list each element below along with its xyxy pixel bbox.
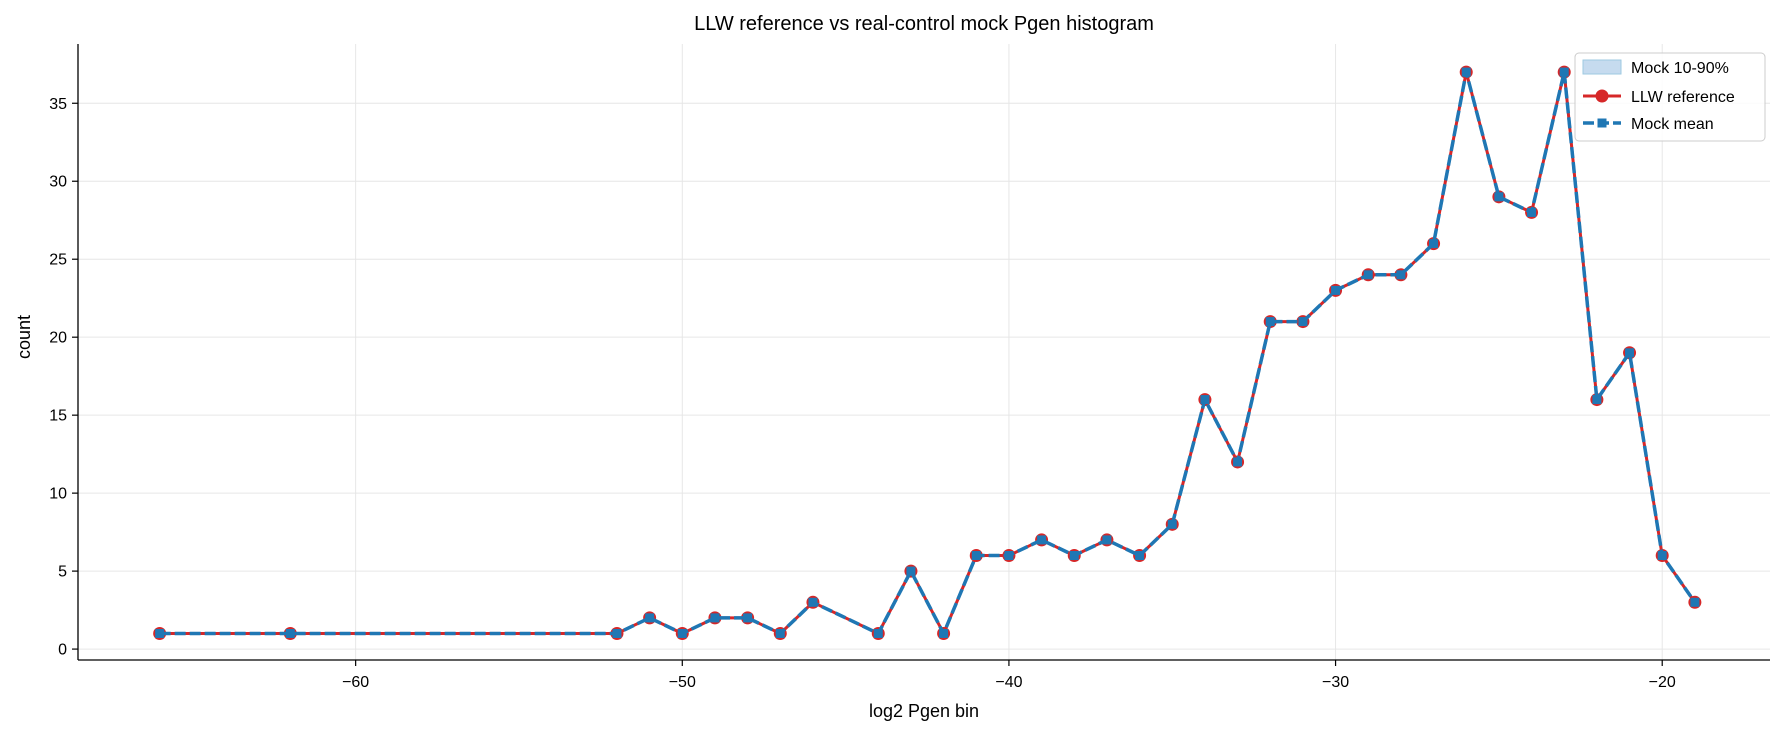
- series-layer: [153, 65, 1702, 640]
- legend-label-mock: Mock mean: [1631, 116, 1714, 133]
- chart-title: LLW reference vs real-control mock Pgen …: [694, 13, 1154, 35]
- mock-mean-point: [1200, 395, 1210, 405]
- y-tick-label: 25: [49, 252, 67, 269]
- mock-mean-point: [155, 628, 165, 638]
- y-axis-label: count: [14, 315, 34, 359]
- llw-reference-line: [159, 70, 1697, 635]
- x-tick-label: −60: [342, 674, 369, 691]
- mock-mean-point: [1004, 551, 1014, 561]
- legend: Mock 10-90% LLW reference Mock mean: [1574, 52, 1766, 142]
- mock-mean-point: [1102, 535, 1112, 545]
- y-tick-label: 20: [49, 330, 67, 347]
- mock-mean-point: [1494, 192, 1504, 202]
- mock-mean-point: [1429, 239, 1439, 249]
- mock-mean-point: [743, 613, 753, 623]
- legend-mock-marker: [1597, 118, 1607, 128]
- mock-mean-point: [1657, 551, 1667, 561]
- legend-band-swatch: [1582, 59, 1622, 75]
- y-tick-label: 5: [58, 564, 67, 581]
- y-tick-label: 35: [49, 96, 67, 113]
- x-tick-label: −50: [669, 674, 696, 691]
- x-tick-label: −20: [1649, 674, 1676, 691]
- mock-mean-point: [1527, 207, 1537, 217]
- legend-box: [1574, 52, 1766, 142]
- grid: [78, 44, 1770, 660]
- mock-mean-point: [1396, 270, 1406, 280]
- mock-mean-point: [873, 628, 883, 638]
- mock-mean-point: [1331, 285, 1341, 295]
- mock-mean-point: [906, 566, 916, 576]
- mock-band: [159, 72, 1695, 634]
- y-tick-label: 30: [49, 174, 67, 191]
- legend-label-band: Mock 10-90%: [1631, 60, 1729, 77]
- mock-mean-point: [1135, 551, 1145, 561]
- mock-mean-point: [1690, 597, 1700, 607]
- x-tick-label: −40: [995, 674, 1022, 691]
- mock-mean-point: [1298, 317, 1308, 327]
- mock-mean-point: [1167, 519, 1177, 529]
- mock-mean-point: [1265, 317, 1275, 327]
- mock-mean-point: [1069, 551, 1079, 561]
- mock-mean-point: [1625, 348, 1635, 358]
- y-tick-label: 15: [49, 408, 67, 425]
- y-tick-label: 10: [49, 486, 67, 503]
- mock-mean-point: [285, 628, 295, 638]
- y-tick-label: 0: [58, 642, 67, 659]
- legend-reference-marker: [1595, 89, 1609, 103]
- mock-mean-point: [775, 628, 785, 638]
- x-axis-label: log2 Pgen bin: [869, 701, 979, 721]
- mock-mean-line: [159, 70, 1697, 636]
- mock-mean-point: [677, 628, 687, 638]
- axes: −60 −50 −40 −30 −20 0 5 10 15 20 25 30 35: [49, 44, 1770, 691]
- mock-mean-point: [645, 613, 655, 623]
- mock-mean-point: [939, 628, 949, 638]
- mock-mean-point: [971, 551, 981, 561]
- mock-mean-point: [1592, 395, 1602, 405]
- mock-mean-point: [1363, 270, 1373, 280]
- mock-mean-point: [1233, 457, 1243, 467]
- legend-label-reference: LLW reference: [1631, 89, 1735, 106]
- mock-mean-point: [1037, 535, 1047, 545]
- mock-mean-point: [1461, 67, 1471, 77]
- mock-band-layer: [159, 72, 1695, 634]
- mock-mean-point: [1559, 67, 1569, 77]
- mock-mean-point: [612, 628, 622, 638]
- mock-mean-point: [710, 613, 720, 623]
- x-tick-label: −30: [1322, 674, 1349, 691]
- mock-mean-point: [808, 597, 818, 607]
